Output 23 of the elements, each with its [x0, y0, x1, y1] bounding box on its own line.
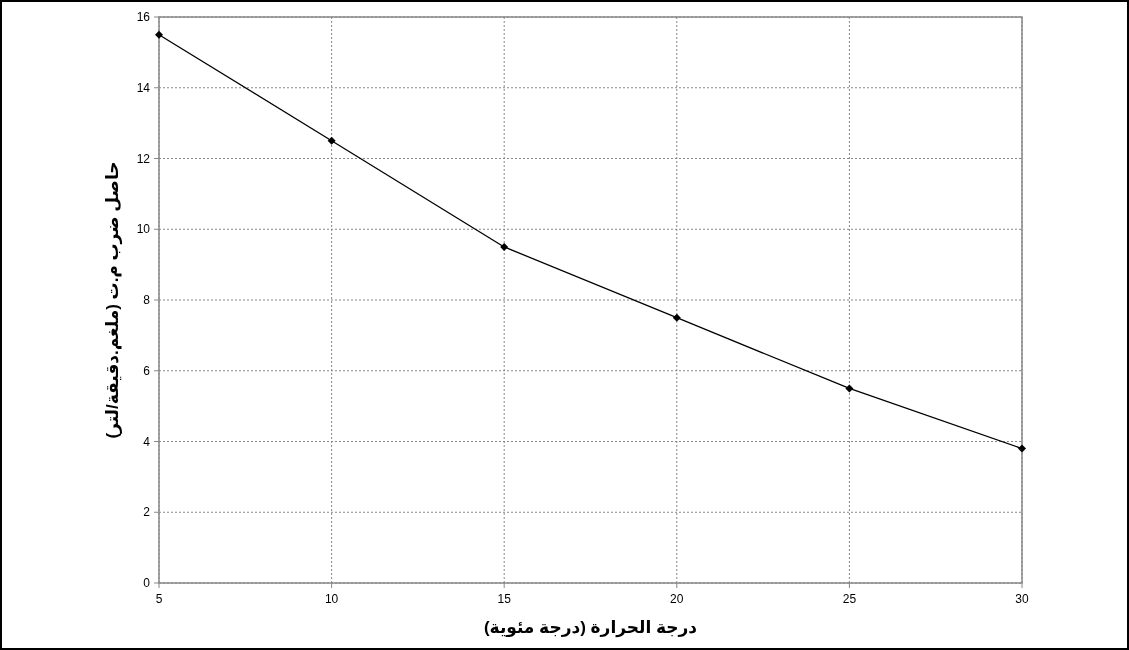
x-tick-label: 10: [324, 592, 339, 606]
x-axis-title: درجة الحرارة (درجة مئوية): [483, 618, 698, 638]
y-tick-label: 6: [143, 363, 151, 378]
x-tick-label: 30: [1015, 592, 1029, 606]
point: [845, 384, 854, 393]
y-tick-label: 0: [143, 576, 151, 590]
x-tick-label: 20: [670, 592, 684, 606]
point: [672, 313, 681, 322]
x-tick-label: 15: [497, 592, 512, 606]
y-tick-label: 12: [136, 151, 151, 166]
y-tick-label: 16: [136, 10, 151, 24]
point: [327, 136, 336, 145]
point: [500, 242, 509, 251]
x-tick-label: 25: [842, 592, 857, 606]
y-tick-label: 2: [143, 505, 151, 520]
point: [1018, 444, 1026, 453]
y-axis-title: حاصل ضرب م.ت (ملغم.دقيقة/لتر): [103, 161, 123, 439]
y-tick-label: 10: [136, 222, 151, 237]
y-tick-label: 4: [143, 434, 151, 449]
x-tick-label: 5: [155, 592, 163, 606]
y-tick-label: 14: [136, 80, 151, 95]
point: [155, 30, 163, 39]
y-tick-label: 8: [143, 293, 151, 307]
